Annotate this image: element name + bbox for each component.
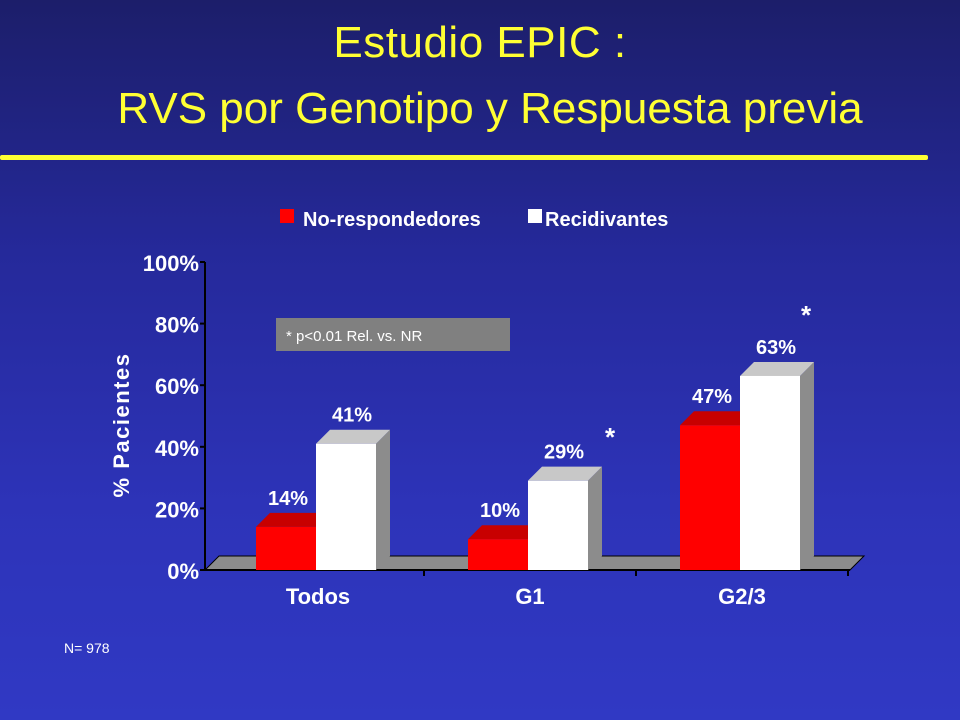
data-label: 47%	[692, 386, 732, 408]
significance-marker: *	[605, 422, 616, 452]
y-tick-label: 100%	[143, 251, 199, 276]
x-tick-label: Todos	[286, 584, 350, 609]
x-tick-label: G2/3	[718, 584, 766, 609]
bar-No-respondedores-Todos	[256, 526, 316, 570]
data-label: 14%	[268, 488, 308, 510]
bar-side-G2/3-1	[800, 361, 814, 570]
title-underline	[0, 155, 928, 160]
slide-title-line-2: RVS por Genotipo y Respuesta previa	[117, 84, 863, 133]
y-tick-label: 60%	[155, 374, 199, 399]
bar-side-G1-1	[588, 466, 602, 570]
legend-label: Recidivantes	[545, 209, 668, 231]
bar-side-Todos-1	[376, 429, 390, 570]
legend-swatch-1	[528, 209, 542, 223]
y-tick-label: 0%	[167, 559, 199, 584]
bar-top-G2/3-1	[740, 361, 814, 376]
y-tick-label: 20%	[155, 497, 199, 522]
bar-No-respondedores-G2/3	[680, 425, 740, 570]
bar-Recidivantes-G2/3	[740, 375, 800, 570]
data-label: 10%	[480, 500, 520, 522]
bar-top-G2/3-0	[680, 411, 754, 426]
y-tick-label: 40%	[155, 436, 199, 461]
bar-Recidivantes-G1	[528, 480, 588, 570]
significance-marker: *	[801, 300, 812, 330]
data-label: 63%	[756, 337, 796, 359]
annotation-box	[276, 318, 510, 351]
legend-swatch-0	[280, 209, 294, 223]
bar-top-G1-0	[468, 525, 542, 540]
bar-top-Todos-0	[256, 512, 330, 527]
x-tick-label: G1	[515, 584, 544, 609]
legend-label: No-respondedores	[303, 209, 481, 231]
annotation-text: * p<0.01 Rel. vs. NR	[286, 328, 422, 345]
bar-No-respondedores-G1	[468, 539, 528, 570]
y-axis-label: % Pacientes	[109, 353, 134, 498]
bar-top-Todos-1	[316, 429, 390, 444]
data-label: 41%	[332, 405, 372, 427]
sample-size-note: N= 978	[64, 640, 110, 656]
y-tick-label: 80%	[155, 313, 199, 338]
bar-Recidivantes-Todos	[316, 443, 376, 570]
data-label: 29%	[544, 442, 584, 464]
slide-title-line-1: Estudio EPIC :	[333, 18, 627, 67]
bar-top-G1-1	[528, 466, 602, 481]
